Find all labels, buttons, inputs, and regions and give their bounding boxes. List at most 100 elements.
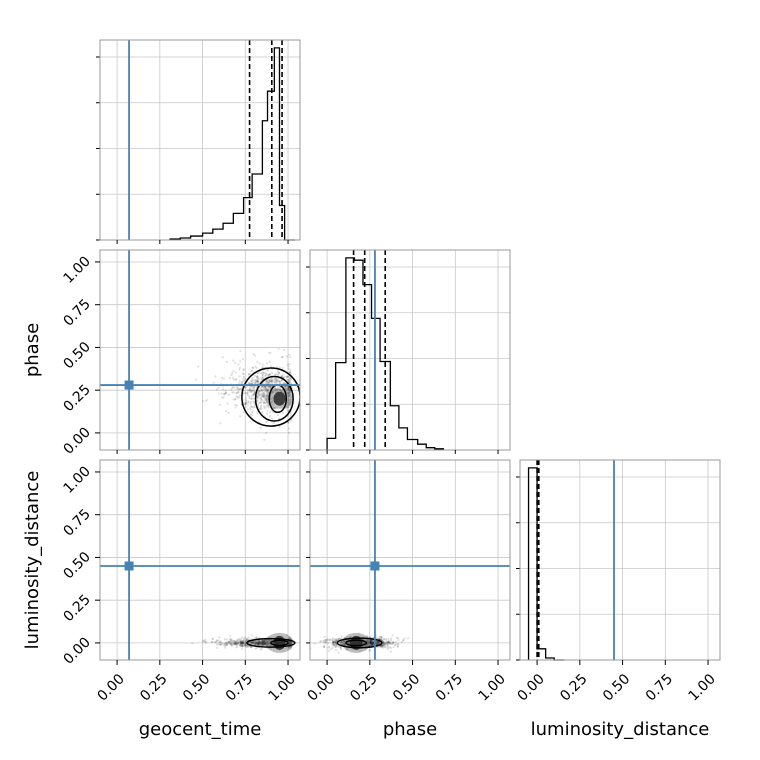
y-tick-label: 0.50 <box>60 339 93 372</box>
scatter-point <box>258 386 262 389</box>
scatter-point <box>286 421 290 424</box>
scatter-point <box>245 405 248 409</box>
scatter-point <box>252 400 255 403</box>
scatter-point <box>386 644 389 647</box>
x-tick-label: 0.25 <box>557 671 590 704</box>
scatter-point <box>215 642 218 645</box>
scatter-point <box>253 392 256 396</box>
scatter-point <box>219 643 223 647</box>
y-axis-label-phase: phase <box>22 323 43 377</box>
scatter-point <box>256 380 259 383</box>
scatter-point <box>265 380 268 383</box>
scatter-point <box>267 405 270 408</box>
scatter-point <box>256 360 259 363</box>
scatter-point <box>228 640 231 644</box>
scatter-point <box>287 431 291 434</box>
scatter-point <box>287 378 290 381</box>
scatter-point <box>371 642 374 645</box>
scatter-point <box>262 395 266 398</box>
scatter-point <box>262 371 265 374</box>
scatter-point <box>224 642 227 645</box>
scatter-point <box>334 638 338 641</box>
scatter-point <box>234 397 237 401</box>
scatter-point <box>217 386 220 390</box>
scatter-point <box>241 642 244 645</box>
scatter-point <box>281 355 284 359</box>
scatter-point <box>239 643 242 646</box>
scatter-point <box>340 635 343 638</box>
scatter-point <box>223 392 226 395</box>
scatter-point <box>284 385 287 389</box>
scatter-point <box>233 639 236 643</box>
scatter-point <box>256 400 259 403</box>
joint-panel-phase-luminosity_distance <box>309 459 511 661</box>
scatter-point <box>263 642 266 645</box>
scatter-point <box>381 643 385 647</box>
scatter-point <box>260 641 263 645</box>
scatter-point <box>287 365 290 368</box>
scatter-point <box>381 644 384 647</box>
scatter-point <box>396 642 399 645</box>
scatter-point <box>251 376 254 379</box>
scatter-point <box>251 369 254 373</box>
scatter-point <box>376 643 379 646</box>
scatter-point <box>273 380 276 383</box>
scatter-point <box>333 641 336 644</box>
scatter-point <box>256 375 259 378</box>
scatter-point <box>331 641 335 644</box>
scatter-point <box>244 402 248 405</box>
scatter-point <box>266 412 269 415</box>
scatter-point <box>267 374 270 377</box>
scatter-point <box>213 641 216 644</box>
scatter-point <box>255 640 258 643</box>
scatter-point <box>256 643 259 646</box>
scatter-point <box>396 645 400 648</box>
scatter-point <box>240 381 243 384</box>
scatter-point <box>259 642 263 645</box>
scatter-point <box>274 378 278 381</box>
scatter-point <box>240 642 243 645</box>
scatter-point <box>324 641 327 644</box>
scatter-point <box>261 639 265 643</box>
scatter-point <box>257 379 260 383</box>
scatter-point <box>387 638 390 641</box>
scatter-point <box>260 641 263 644</box>
scatter-point <box>234 398 237 401</box>
scatter-point <box>381 636 384 639</box>
scatter-point <box>225 642 228 645</box>
scatter-point <box>236 639 239 642</box>
scatter-point <box>253 643 256 646</box>
scatter-point <box>239 644 242 647</box>
scatter-point <box>331 643 334 647</box>
scatter-point <box>267 373 271 377</box>
scatter-point <box>275 372 278 376</box>
scatter-point <box>406 637 410 640</box>
scatter-point <box>246 389 249 392</box>
scatter-point <box>287 421 290 424</box>
scatter-point <box>263 389 266 392</box>
scatter-point <box>257 389 260 392</box>
histogram-panel-phase <box>306 249 511 451</box>
scatter-point <box>223 393 226 396</box>
scatter-point <box>370 642 373 645</box>
panel-border <box>519 459 721 661</box>
scatter-point <box>225 642 228 646</box>
scatter-point <box>268 379 271 382</box>
scatter-point <box>245 401 248 404</box>
scatter-point <box>263 641 267 644</box>
scatter-point <box>370 643 373 646</box>
scatter-point <box>255 641 258 644</box>
panel-border <box>99 39 301 241</box>
scatter-point <box>235 641 238 645</box>
scatter-point <box>259 426 262 429</box>
scatter-point <box>227 640 231 643</box>
scatter-point <box>254 647 257 650</box>
scatter-point <box>270 381 273 384</box>
scatter-point <box>380 638 383 642</box>
scatter-point <box>318 640 322 643</box>
scatter-point <box>243 403 247 406</box>
scatter-point <box>265 389 269 392</box>
scatter-point <box>237 642 240 645</box>
scatter-point <box>264 387 267 390</box>
